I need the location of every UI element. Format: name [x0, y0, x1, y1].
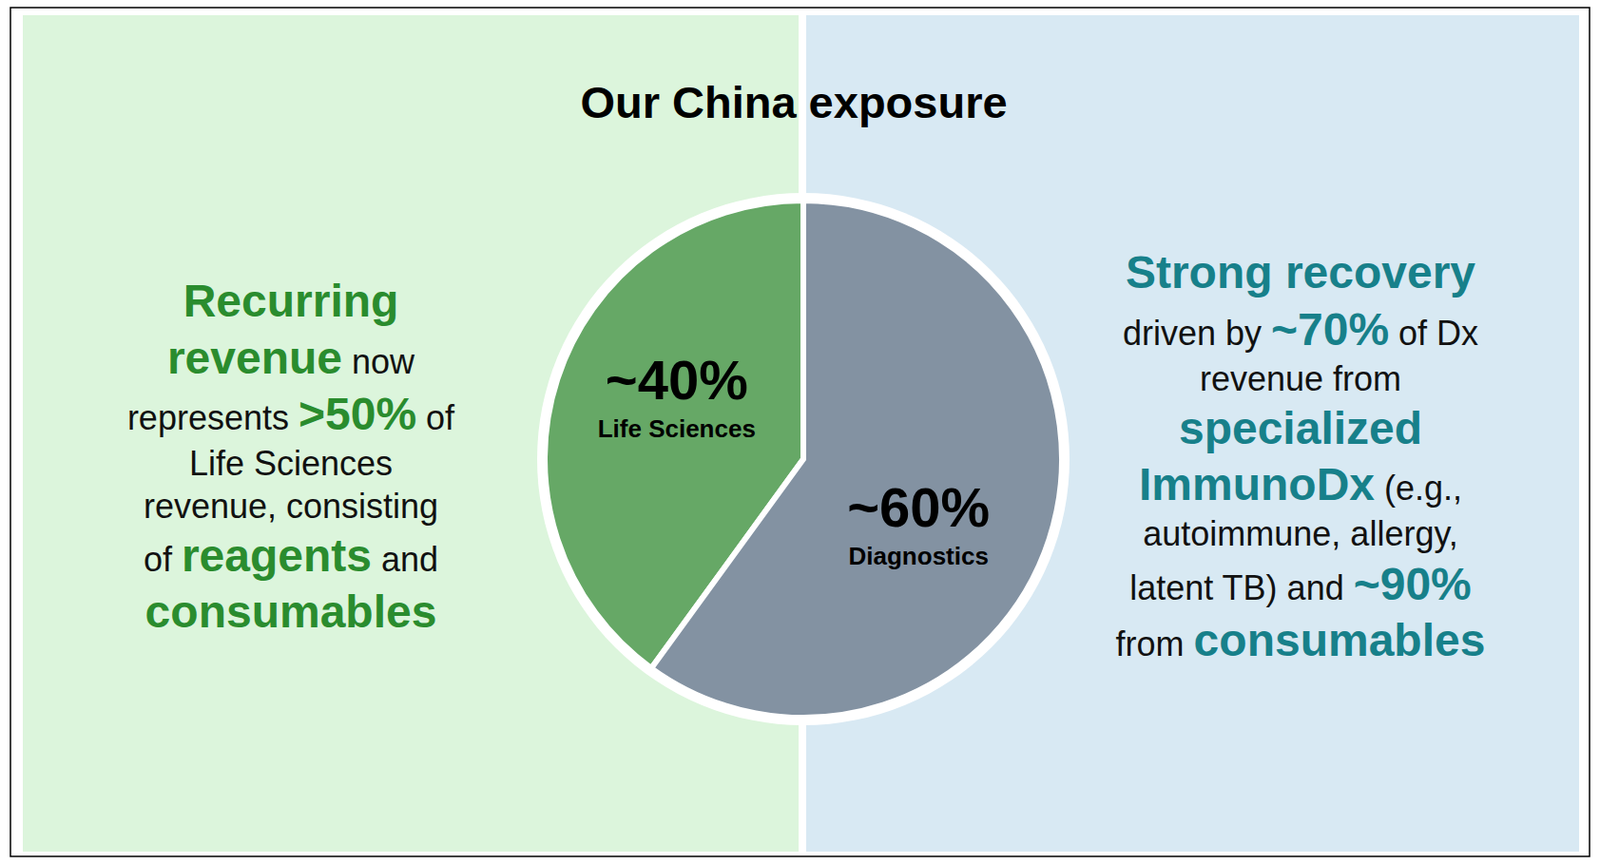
body-text: of [143, 539, 182, 579]
slice [651, 200, 1062, 718]
body-text: now [342, 342, 416, 382]
data-label: ~40% [605, 348, 749, 411]
annotation-line: represents >50% of [127, 388, 456, 440]
data-label: ~60% [847, 476, 990, 539]
annotation-line: Strong recovery [1125, 247, 1476, 298]
frame [10, 7, 1590, 857]
annotation-line: revenue, consisting [143, 486, 439, 526]
body-text: Life Sciences [189, 443, 393, 483]
body-text: and [371, 539, 439, 579]
annotation-line: specialized [1178, 403, 1423, 454]
annotation-line: revenue now [167, 332, 416, 384]
emphasis-text: reagents [181, 530, 372, 581]
body-text: revenue from [1199, 359, 1402, 399]
annotation-line: of reagents and [143, 530, 439, 581]
emphasis-text: ~70% [1271, 304, 1389, 355]
emphasis-text: ~90% [1353, 559, 1472, 610]
title: Our China exposure [579, 77, 1007, 128]
annotation-line: consumables [145, 586, 438, 637]
annotation-line: Life Sciences [189, 443, 393, 483]
canvas: Our China exposure~40%Life Sciences~60%D… [0, 0, 1600, 864]
annotation: Recurringrevenue nowrepresents >50% ofLi… [127, 275, 456, 637]
body-text: of [416, 398, 456, 438]
emphasis-text: consumables [1194, 615, 1486, 666]
body-text: latent TB) and [1129, 568, 1353, 608]
emphasis-text: >50% [298, 388, 417, 440]
body-text: revenue, consisting [143, 486, 439, 526]
annotation-line: latent TB) and ~90% [1129, 559, 1472, 610]
annotation: Strong recoverydriven by ~70% of Dxreven… [1116, 247, 1486, 666]
category-label: Life Sciences [597, 414, 756, 444]
annotation-line: Recurring [183, 275, 400, 327]
annotation-line: autoimmune, allergy, [1142, 514, 1459, 554]
annotation-line: revenue from [1199, 359, 1402, 399]
body-text: (e.g., [1374, 468, 1463, 508]
pie: ~40%Life Sciences ~60%Diagnostics [537, 192, 1070, 726]
emphasis-text: specialized [1178, 403, 1423, 454]
emphasis-text: ImmunoDx [1138, 459, 1375, 510]
emphasis-text: Strong recovery [1125, 247, 1476, 298]
body-text: represents [127, 398, 299, 438]
emphasis-text: revenue [167, 332, 343, 384]
pie-ring [537, 192, 1070, 726]
annotation-line: ImmunoDx (e.g., [1138, 459, 1463, 510]
body-text: of Dx [1388, 313, 1479, 353]
body-text: driven by [1122, 313, 1272, 353]
annotation-line: driven by ~70% of Dx [1122, 304, 1479, 355]
body-text: autoimmune, allergy, [1142, 514, 1459, 554]
annotation-line: from consumables [1116, 615, 1486, 666]
category-label: Diagnostics [848, 541, 989, 571]
body-text: from [1116, 624, 1195, 664]
emphasis-text: consumables [145, 586, 438, 637]
left-panel [22, 15, 799, 852]
emphasis-text: Recurring [183, 275, 400, 327]
